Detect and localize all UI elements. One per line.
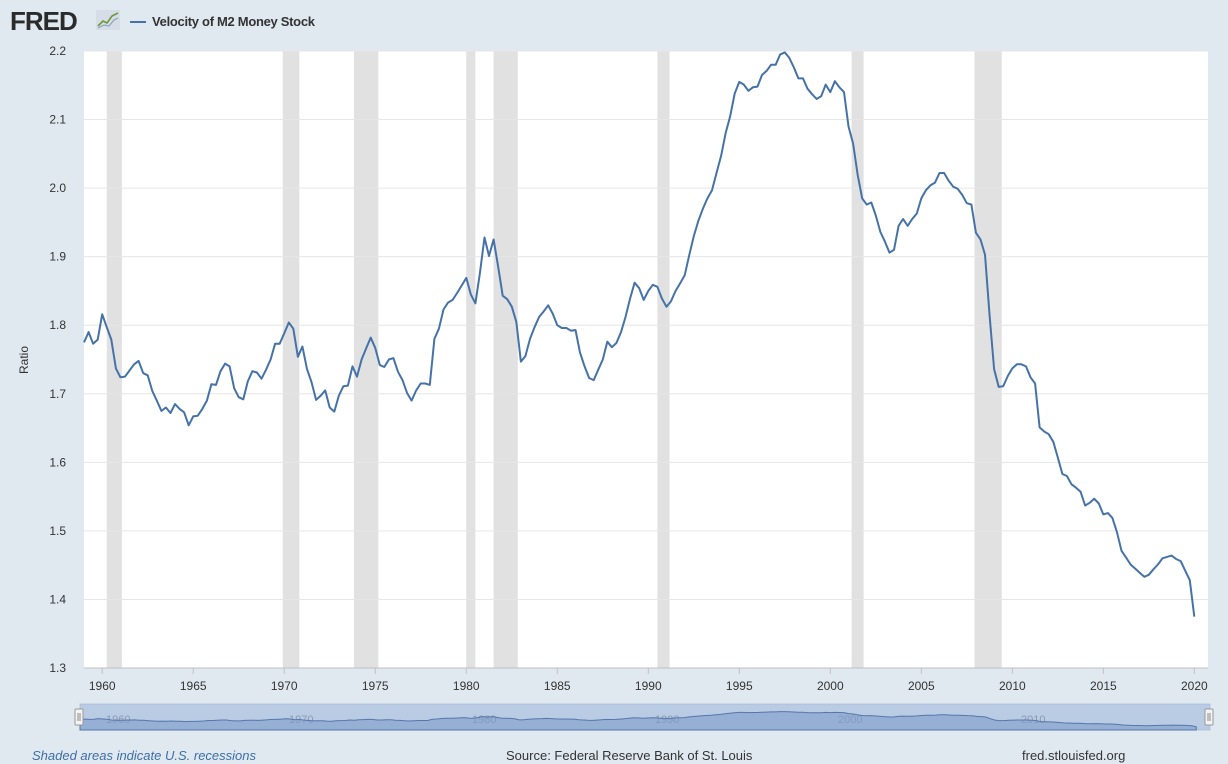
x-tick-label: 2015 [1090, 679, 1117, 693]
y-tick-label: 1.4 [49, 592, 66, 606]
site-url[interactable]: fred.stlouisfed.org [1022, 748, 1126, 763]
plot-area [84, 51, 1208, 668]
x-tick-label: 1990 [635, 679, 662, 693]
x-tick-label: 1960 [89, 679, 116, 693]
legend-label: Velocity of M2 Money Stock [152, 14, 315, 29]
recession-band [466, 51, 476, 668]
recession-band [493, 51, 518, 668]
y-tick-label: 1.5 [49, 524, 66, 538]
x-axis: 1960 1965 1970 1975 1980 1985 1990 1995 2000 2005… [84, 667, 1208, 693]
x-tick-label: 1975 [362, 679, 389, 693]
recession-bands [106, 51, 1002, 668]
y-tick-label: 2.1 [49, 113, 66, 127]
recession-note-link[interactable]: Shaded areas indicate U.S. recessions [32, 748, 257, 763]
navigator-series [79, 711, 1197, 731]
fred-logo[interactable]: FRED [10, 6, 78, 36]
x-tick-label: 1995 [726, 679, 753, 693]
recession-band [974, 51, 1002, 668]
recession-band [851, 51, 864, 668]
x-tick-label: 2020 [1181, 679, 1208, 693]
y-tick-label: 1.9 [49, 250, 66, 264]
y-axis-label: Ratio [17, 346, 31, 374]
y-tick-label: 2.0 [49, 181, 66, 195]
x-tick-label: 1985 [544, 679, 571, 693]
y-tick-label: 1.6 [49, 455, 66, 469]
chart-trend-icon [96, 10, 120, 30]
recession-band [657, 51, 670, 668]
navigator-handle-right[interactable] [1204, 708, 1214, 726]
chart-header: FRED Velocity of M2 Money Stock [0, 0, 1228, 44]
x-tick-label: 2005 [908, 679, 935, 693]
y-tick-label: 1.8 [49, 318, 66, 332]
y-tick-label: 1.7 [49, 387, 66, 401]
y-tick-label: 1.3 [49, 661, 66, 675]
legend-item[interactable]: Velocity of M2 Money Stock [130, 14, 315, 29]
source-text: Source: Federal Reserve Bank of St. Loui… [506, 748, 753, 763]
x-tick-label: 1970 [271, 679, 298, 693]
legend-swatch [130, 20, 146, 23]
range-navigator[interactable]: 196019701980199020002010 [74, 703, 1214, 731]
navigator-handle-left[interactable] [74, 708, 84, 726]
series-line [83, 51, 1196, 617]
x-tick-label: 2000 [817, 679, 844, 693]
recession-band [353, 51, 379, 668]
x-tick-label: 1980 [453, 679, 480, 693]
y-tick-label: 2.2 [49, 44, 66, 58]
x-tick-label: 2010 [999, 679, 1026, 693]
y-axis: 1.3 1.4 1.5 1.6 1.7 1.8 1.9 2.0 2.1 2.2 [49, 44, 66, 675]
x-tick-label: 1965 [180, 679, 207, 693]
recession-band [282, 51, 300, 668]
